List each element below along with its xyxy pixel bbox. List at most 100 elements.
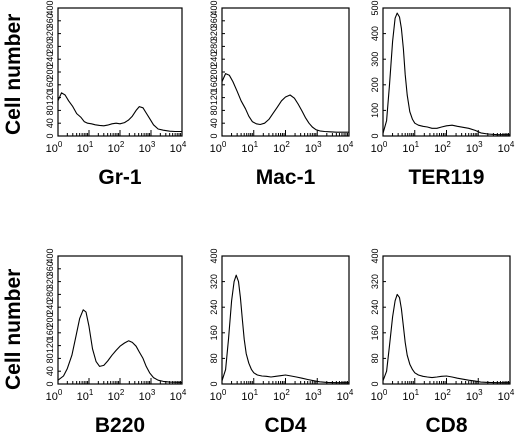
x-tick-label: 101	[241, 140, 258, 155]
histogram-curve	[221, 73, 349, 133]
y-tick-label: 400	[370, 248, 380, 263]
y-tick-label: 500	[370, 0, 380, 15]
y-tick-label: 0	[370, 381, 380, 386]
y-tick-label: 200	[209, 64, 219, 79]
x-tick-label: 102	[434, 388, 451, 403]
x-tick-label: 100	[371, 140, 388, 155]
y-tick-label: 320	[209, 274, 219, 289]
panel-3: 0 100 200 300 400 500 100 101 102 103 104 TER119	[370, 0, 515, 189]
y-tick-label: 40	[45, 118, 55, 128]
x-tick-label: 104	[170, 140, 187, 155]
y-tick-label: 0	[45, 133, 55, 138]
x-tick-label: 100	[371, 388, 388, 403]
histogram-curve	[382, 293, 510, 384]
histogram-curve	[221, 274, 349, 384]
y-tick-label: 120	[45, 338, 55, 353]
panel-frame	[221, 255, 350, 385]
y-tick-label: 100	[370, 103, 380, 118]
row-2-ylabel: Cell number	[2, 269, 25, 390]
panel-frame	[57, 255, 183, 385]
y-tick-label: 160	[45, 325, 55, 340]
x-tick-label: 104	[337, 140, 354, 155]
y-tick-label: 160	[209, 77, 219, 92]
histogram-curve	[57, 92, 182, 133]
y-tick-label: 320	[370, 274, 380, 289]
y-tick-label: 0	[45, 381, 55, 386]
panel-frame	[221, 7, 350, 137]
y-tick-label: 360	[45, 261, 55, 276]
y-tick-label: 240	[45, 300, 55, 315]
x-tick-label: 102	[434, 140, 451, 155]
x-tick-label: 104	[170, 388, 187, 403]
y-tick-label: 160	[45, 77, 55, 92]
x-tick-label: 102	[273, 388, 290, 403]
x-tick-label: 104	[498, 140, 515, 155]
x-tick-label: 101	[77, 388, 94, 403]
y-tick-label: 120	[45, 90, 55, 105]
panel-marker-label: CD4	[264, 414, 306, 433]
panel-5: 0 80 160 240 320 400 100 101 102 103 104 CD4	[209, 248, 354, 433]
y-tick-label: 300	[370, 52, 380, 67]
x-tick-label: 100	[46, 140, 63, 155]
x-tick-label: 102	[273, 140, 290, 155]
y-tick-label: 160	[370, 325, 380, 340]
x-tick-label: 100	[210, 388, 227, 403]
y-tick-label: 320	[209, 26, 219, 41]
y-tick-label: 400	[45, 248, 55, 263]
y-tick-label: 280	[45, 287, 55, 302]
panel-frame	[382, 7, 511, 137]
y-tick-label: 80	[209, 105, 219, 115]
x-tick-label: 103	[466, 140, 483, 155]
panel-marker-label: TER119	[409, 166, 485, 189]
y-tick-label: 0	[209, 381, 219, 386]
y-tick-label: 400	[209, 0, 219, 15]
y-tick-label: 160	[209, 325, 219, 340]
x-tick-label: 103	[139, 140, 156, 155]
x-tick-label: 103	[139, 388, 156, 403]
y-tick-label: 240	[370, 300, 380, 315]
panel-marker-label: B220	[95, 414, 145, 433]
x-tick-label: 101	[402, 140, 419, 155]
y-tick-label: 240	[45, 52, 55, 67]
x-tick-label: 103	[305, 388, 322, 403]
y-tick-label: 120	[209, 90, 219, 105]
y-tick-label: 320	[45, 26, 55, 41]
y-tick-label: 0	[370, 133, 380, 138]
histogram-curve	[382, 12, 510, 136]
x-tick-label: 104	[337, 388, 354, 403]
y-tick-label: 200	[370, 77, 380, 92]
x-tick-label: 100	[46, 388, 63, 403]
histogram-curve	[57, 309, 183, 383]
y-tick-label: 360	[45, 13, 55, 28]
y-tick-label: 80	[209, 353, 219, 363]
y-tick-label: 400	[45, 0, 55, 15]
panel-marker-label: CD8	[425, 414, 467, 433]
y-tick-label: 400	[370, 26, 380, 41]
y-tick-label: 240	[209, 52, 219, 67]
y-tick-label: 80	[370, 353, 380, 363]
y-tick-label: 200	[45, 312, 55, 327]
y-tick-label: 200	[45, 64, 55, 79]
y-tick-label: 320	[45, 274, 55, 289]
y-tick-label: 400	[209, 248, 219, 263]
panel-6: 0 80 160 240 320 400 100 101 102 103 104 CD8	[370, 248, 515, 433]
panel-frame	[382, 255, 511, 385]
y-tick-label: 40	[209, 118, 219, 128]
y-tick-label: 0	[209, 133, 219, 138]
x-tick-label: 102	[108, 140, 125, 155]
y-tick-label: 360	[209, 13, 219, 28]
panel-marker-label: Gr-1	[98, 166, 142, 189]
y-tick-label: 240	[209, 300, 219, 315]
x-tick-label: 101	[402, 388, 419, 403]
x-tick-label: 103	[466, 388, 483, 403]
y-tick-label: 40	[45, 366, 55, 376]
x-tick-label: 104	[498, 388, 515, 403]
y-tick-label: 80	[45, 105, 55, 115]
panel-frame	[57, 7, 183, 137]
y-tick-label: 80	[45, 353, 55, 363]
y-tick-label: 280	[45, 39, 55, 54]
